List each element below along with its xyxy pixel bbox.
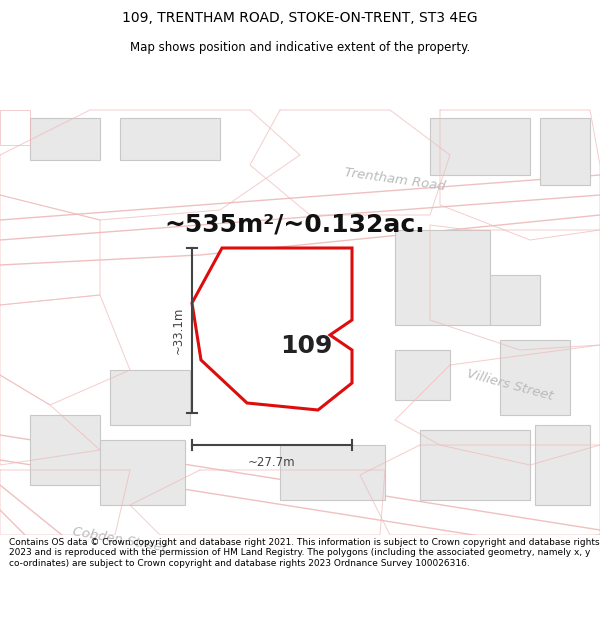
Text: Contains OS data © Crown copyright and database right 2021. This information is : Contains OS data © Crown copyright and d… bbox=[9, 538, 599, 568]
Polygon shape bbox=[540, 118, 590, 185]
Text: 109: 109 bbox=[281, 334, 333, 358]
Polygon shape bbox=[120, 118, 220, 160]
Text: ~27.7m: ~27.7m bbox=[248, 456, 296, 469]
Text: Trentham Road: Trentham Road bbox=[344, 166, 446, 194]
Text: Cobden Street: Cobden Street bbox=[72, 525, 168, 555]
Text: ~33.1m: ~33.1m bbox=[172, 307, 185, 354]
Polygon shape bbox=[100, 440, 185, 505]
Text: ~535m²/~0.132ac.: ~535m²/~0.132ac. bbox=[164, 213, 425, 237]
Text: Map shows position and indicative extent of the property.: Map shows position and indicative extent… bbox=[130, 41, 470, 54]
Polygon shape bbox=[280, 445, 385, 500]
Polygon shape bbox=[110, 370, 190, 425]
Text: 109, TRENTHAM ROAD, STOKE-ON-TRENT, ST3 4EG: 109, TRENTHAM ROAD, STOKE-ON-TRENT, ST3 … bbox=[122, 11, 478, 25]
Polygon shape bbox=[490, 275, 540, 325]
Polygon shape bbox=[535, 425, 590, 505]
Polygon shape bbox=[500, 340, 570, 415]
Polygon shape bbox=[395, 350, 450, 400]
Polygon shape bbox=[430, 118, 530, 175]
Text: Villiers Street: Villiers Street bbox=[466, 368, 554, 402]
Polygon shape bbox=[30, 118, 100, 160]
Polygon shape bbox=[395, 230, 490, 325]
Polygon shape bbox=[30, 415, 100, 485]
Polygon shape bbox=[420, 430, 530, 500]
Polygon shape bbox=[192, 248, 352, 410]
